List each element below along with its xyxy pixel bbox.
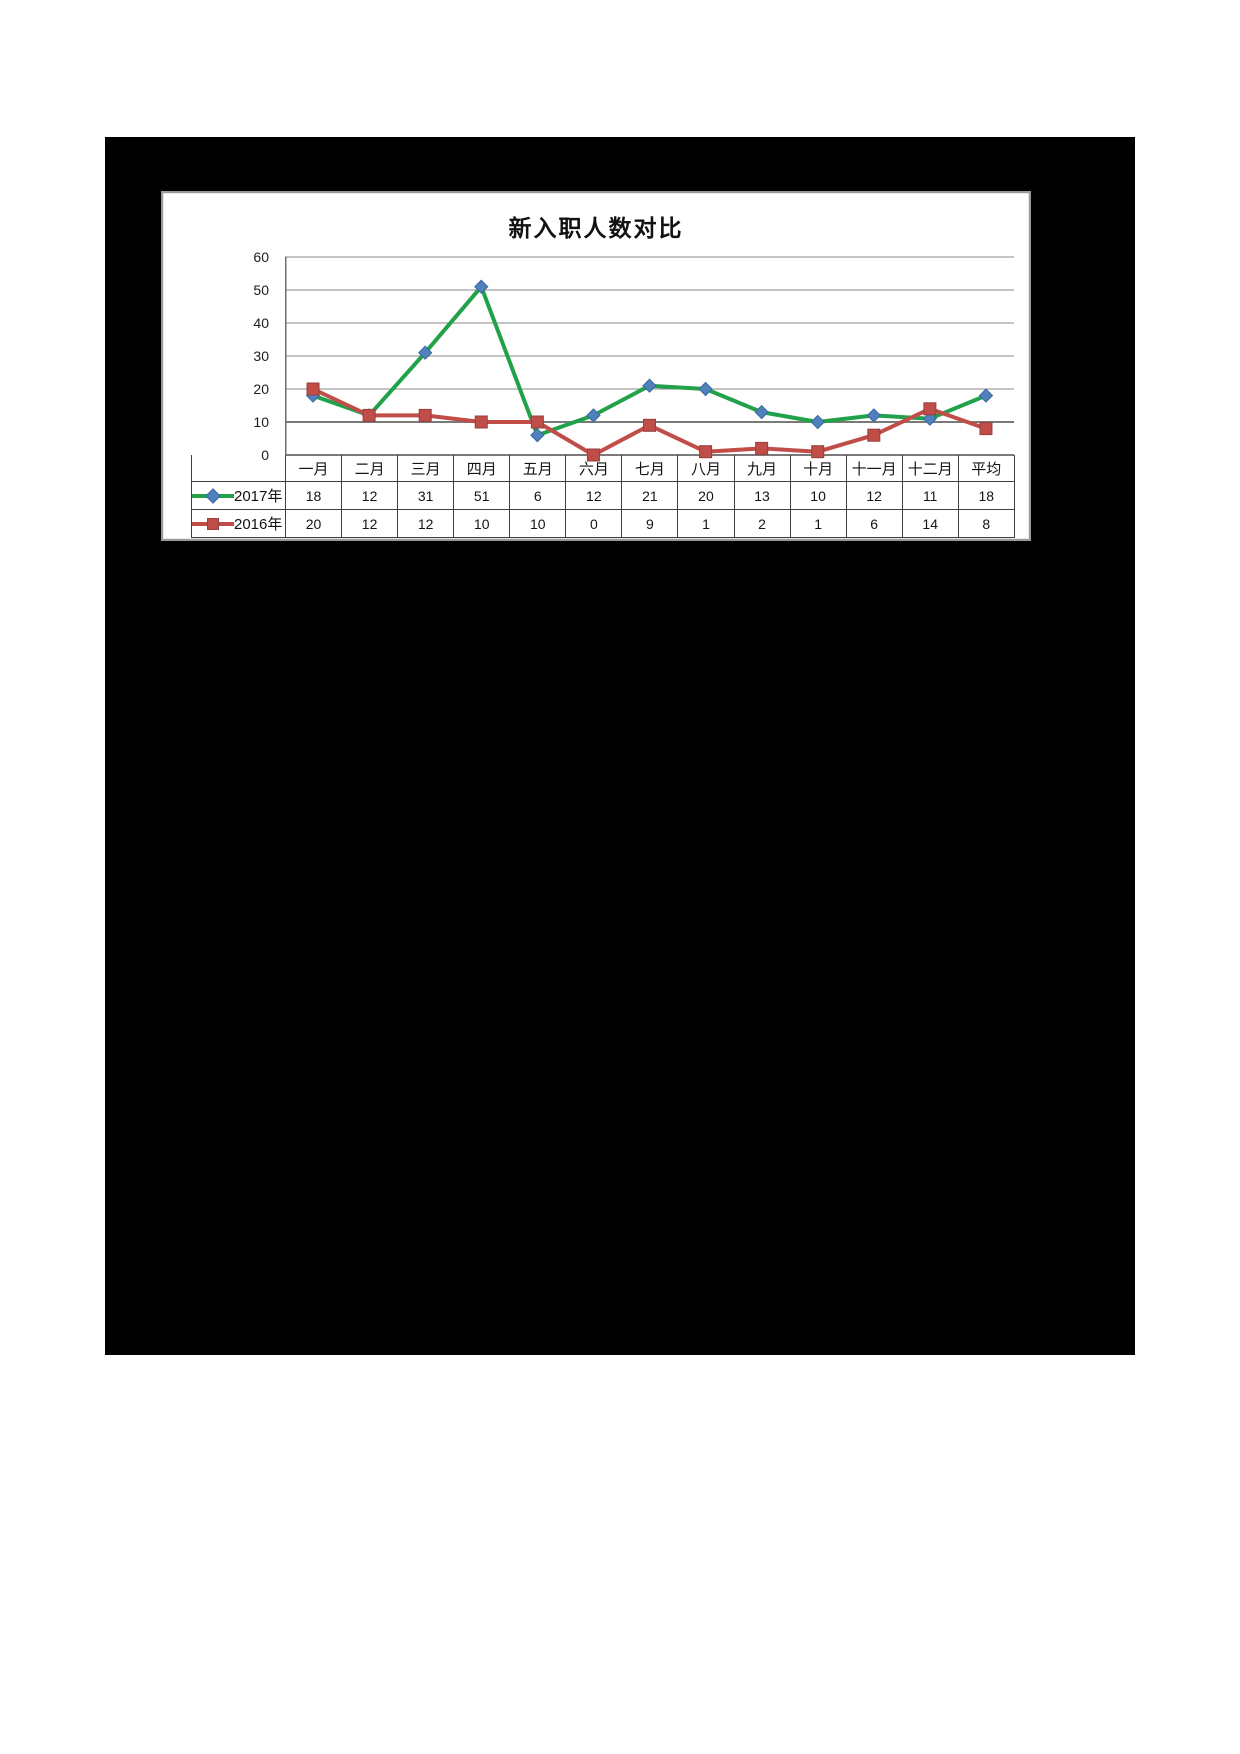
legend-line-swatch	[192, 487, 234, 504]
data-point-marker	[530, 415, 544, 429]
data-point-marker	[810, 414, 825, 430]
value-cell: 1	[789, 509, 847, 538]
data-point-marker	[474, 279, 489, 294]
data-point-marker	[698, 381, 713, 397]
table-corner-cell	[191, 455, 286, 482]
data-point-marker	[362, 408, 376, 422]
diamond-marker-icon	[205, 487, 221, 504]
data-point-marker	[867, 428, 881, 442]
data-point-marker	[979, 422, 993, 436]
data-point-marker	[306, 382, 320, 396]
data-point-marker	[755, 441, 769, 455]
value-cell: 12	[341, 509, 399, 538]
value-cell: 10	[453, 509, 511, 538]
data-point-marker	[754, 404, 769, 420]
data-point-marker	[474, 415, 488, 429]
month-header-cell: 一月	[284, 455, 343, 482]
y-axis: 0 10 20 30 40 50 60	[163, 249, 285, 463]
legend-cell: 2017年	[191, 481, 286, 510]
data-point-marker	[530, 427, 545, 443]
month-header-cell: 二月	[341, 455, 399, 482]
y-axis-tick-label: 40	[253, 315, 269, 331]
value-cell: 11	[901, 481, 959, 510]
value-cell: 20	[677, 481, 735, 510]
month-header-cell: 六月	[565, 455, 623, 482]
series-name-label: 2016年	[234, 516, 283, 533]
data-point-marker	[922, 411, 938, 426]
data-point-marker	[978, 388, 994, 403]
value-cell: 0	[565, 509, 623, 538]
month-header-cell: 十一月	[845, 455, 903, 482]
value-cell: 51	[453, 481, 511, 510]
month-header-cell: 五月	[509, 455, 567, 482]
chart-panel: 新入职人数对比 0 10 20 30 40 50 60 一月 二月 三月 四月 五月 六月 七月 八月 九月…	[161, 191, 1031, 541]
square-marker-icon	[207, 517, 219, 530]
data-point-marker	[418, 408, 432, 422]
y-axis-tick-label: 30	[253, 348, 269, 364]
legend-key: 2017年	[192, 483, 285, 509]
month-header-cell: 十二月	[901, 455, 959, 482]
value-cell: 10	[509, 509, 567, 538]
chart-data-table: 一月 二月 三月 四月 五月 六月 七月 八月 九月 十月 十一月 十二月 平均 2017年 18 12 31 5…	[191, 455, 1015, 538]
month-header-cell: 平均	[957, 455, 1015, 482]
value-cell: 12	[341, 481, 399, 510]
month-header-cell: 十月	[789, 455, 847, 482]
value-cell: 14	[901, 509, 959, 538]
legend-key: 2016年	[192, 511, 285, 537]
series-name-label: 2017年	[234, 488, 283, 505]
value-cell: 6	[509, 481, 567, 510]
data-point-marker	[643, 418, 656, 432]
value-cell: 20	[284, 509, 343, 538]
value-cell: 1	[677, 509, 735, 538]
y-axis-tick-label: 10	[253, 414, 269, 430]
table-row: 2017年 18 12 31 51 6 12 21 20 13 10 12 11 18	[191, 481, 1015, 510]
month-header-cell: 八月	[677, 455, 735, 482]
month-header-cell: 九月	[733, 455, 791, 482]
data-point-marker	[417, 345, 433, 360]
value-cell: 12	[565, 481, 623, 510]
value-cell: 12	[845, 481, 903, 510]
data-point-marker	[586, 408, 601, 423]
value-cell: 6	[845, 509, 903, 538]
value-cell: 13	[733, 481, 791, 510]
value-cell: 10	[789, 481, 847, 510]
line-chart	[285, 256, 1014, 462]
series-line-2017年	[311, 284, 988, 438]
y-axis-tick-label: 50	[253, 282, 269, 298]
value-cell: 18	[957, 481, 1015, 510]
month-header-cell: 三月	[397, 455, 455, 482]
y-axis-tick-label: 60	[253, 249, 269, 265]
y-axis-tick-label: 20	[253, 381, 269, 397]
value-cell: 21	[621, 481, 679, 510]
value-cell: 12	[397, 509, 455, 538]
legend-cell: 2016年	[191, 509, 286, 538]
value-cell: 8	[957, 509, 1015, 538]
value-cell: 2	[733, 509, 791, 538]
table-header-row: 一月 二月 三月 四月 五月 六月 七月 八月 九月 十月 十一月 十二月 平均	[191, 455, 1015, 482]
plot-area	[285, 256, 1014, 462]
data-point-marker	[923, 402, 937, 416]
value-cell: 18	[284, 481, 343, 510]
legend-line-swatch	[192, 517, 234, 530]
value-cell: 31	[397, 481, 455, 510]
data-point-marker	[866, 408, 882, 423]
data-point-marker	[642, 378, 657, 393]
value-cell: 9	[621, 509, 679, 538]
table-row: 2016年 20 12 12 10 10 0 9 1 2 1 6 14 8	[191, 509, 1015, 538]
chart-title: 新入职人数对比	[508, 216, 684, 241]
month-header-cell: 四月	[453, 455, 511, 482]
embedded-chart-image-background: 新入职人数对比 0 10 20 30 40 50 60 一月 二月 三月 四月 五月 六月 七月 八月 九月…	[105, 137, 1135, 1355]
month-header-cell: 七月	[621, 455, 679, 482]
